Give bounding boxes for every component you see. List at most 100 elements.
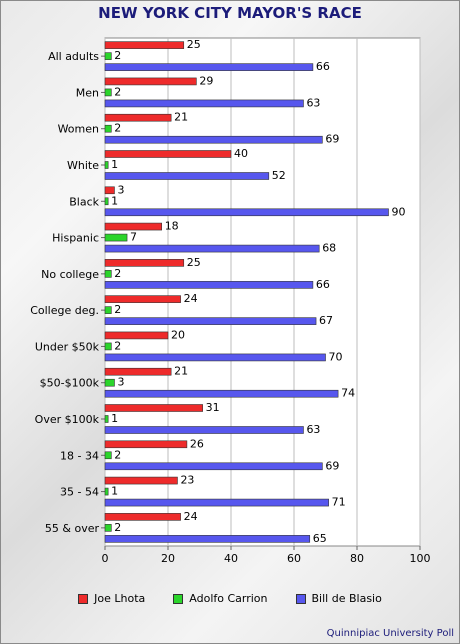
- bar: [104, 306, 112, 314]
- data-label: 21: [174, 365, 188, 378]
- data-label: 24: [184, 510, 198, 523]
- bar: [104, 233, 128, 242]
- bar: [104, 222, 163, 231]
- x-tick-label: 100: [410, 552, 431, 565]
- data-label: 2: [114, 521, 121, 534]
- bar: [104, 451, 112, 460]
- data-label: 25: [187, 256, 201, 269]
- category-label: 55 & over: [45, 522, 100, 535]
- bar: [104, 172, 270, 180]
- category-label: $50-$100k: [40, 377, 100, 390]
- legend-label-deblasio: Bill de Blasio: [311, 592, 382, 605]
- data-label: 1: [111, 194, 118, 207]
- data-label: 7: [130, 231, 137, 244]
- bar: [104, 426, 304, 434]
- bar: [104, 244, 320, 253]
- data-label: 2: [114, 303, 121, 316]
- data-label: 1: [111, 158, 118, 171]
- data-label: 18: [165, 220, 179, 233]
- data-label: 2: [114, 122, 121, 135]
- bar: [104, 281, 314, 289]
- category-label: 35 - 54: [60, 486, 99, 499]
- bar: [104, 462, 323, 471]
- bar: [104, 535, 311, 543]
- category-label: Hispanic: [52, 232, 99, 245]
- data-label: 1: [111, 485, 118, 498]
- bar: [104, 113, 172, 122]
- data-label: 2: [114, 267, 121, 280]
- data-label: 2: [114, 85, 121, 98]
- category-label: White: [67, 159, 99, 172]
- data-label: 40: [234, 147, 248, 160]
- bar: [104, 150, 232, 158]
- data-label: 69: [325, 459, 339, 472]
- x-tick-label: 20: [161, 552, 175, 565]
- bar: [104, 161, 109, 169]
- data-label: 23: [180, 474, 194, 487]
- category-label: Over $100k: [35, 413, 100, 426]
- data-label: 63: [306, 96, 320, 109]
- bar: [104, 524, 112, 532]
- data-label: 65: [313, 532, 327, 545]
- category-label: College deg.: [30, 304, 99, 317]
- bar: [104, 208, 389, 217]
- legend-swatch-deblasio: [295, 593, 306, 604]
- data-label: 25: [187, 38, 201, 51]
- bar: [104, 367, 172, 376]
- category-label: 18 - 34: [60, 449, 99, 462]
- bar: [104, 99, 304, 108]
- data-label: 20: [171, 328, 185, 341]
- bar: [104, 353, 326, 362]
- bar: [104, 197, 109, 206]
- data-label: 71: [332, 496, 346, 509]
- data-label: 69: [325, 133, 339, 146]
- data-label: 63: [306, 423, 320, 436]
- legend-item-deblasio: Bill de Blasio: [295, 592, 382, 605]
- bar: [104, 88, 112, 97]
- data-label: 2: [114, 49, 121, 62]
- bar: [104, 63, 314, 71]
- category-label: Women: [58, 123, 99, 136]
- data-label: 66: [316, 60, 330, 73]
- bar: [104, 378, 115, 387]
- bar: [104, 41, 185, 49]
- legend-item-carrion: Adolfo Carrion: [173, 592, 268, 605]
- bar: [104, 52, 112, 60]
- data-label: 90: [392, 205, 406, 218]
- data-label: 70: [329, 350, 343, 363]
- bar: [104, 259, 185, 267]
- x-tick-label: 0: [102, 552, 109, 565]
- data-label: 67: [319, 314, 333, 327]
- data-label: 24: [184, 292, 198, 305]
- bar: [104, 487, 109, 496]
- bar: [104, 415, 109, 423]
- bar: [104, 317, 317, 325]
- bar: [104, 342, 112, 351]
- bar: [104, 77, 197, 86]
- source-note: Quinnipiac University Poll: [326, 628, 454, 639]
- x-tick-label: 40: [224, 552, 238, 565]
- plot-area: [104, 37, 421, 547]
- bar: [104, 389, 339, 398]
- data-label: 52: [272, 169, 286, 182]
- data-label: 31: [206, 401, 220, 414]
- data-label: 2: [114, 448, 121, 461]
- legend: Joe Lhota Adolfo Carrion Bill de Blasio: [0, 592, 460, 605]
- category-label: Under $50k: [35, 340, 100, 353]
- data-label: 3: [117, 183, 124, 196]
- data-label: 3: [117, 376, 124, 389]
- x-tick-label: 80: [350, 552, 364, 565]
- data-label: 2: [114, 339, 121, 352]
- legend-swatch-lhota: [78, 593, 89, 604]
- bar: [104, 270, 112, 278]
- bar: [104, 124, 112, 133]
- category-label: Black: [69, 195, 99, 208]
- chart-title: NEW YORK CITY MAYOR'S RACE: [98, 4, 362, 22]
- bar: [104, 513, 181, 521]
- legend-label-lhota: Joe Lhota: [94, 592, 146, 605]
- legend-label-carrion: Adolfo Carrion: [189, 592, 268, 605]
- data-label: 29: [199, 74, 213, 87]
- data-label: 21: [174, 111, 188, 124]
- data-label: 68: [322, 242, 336, 255]
